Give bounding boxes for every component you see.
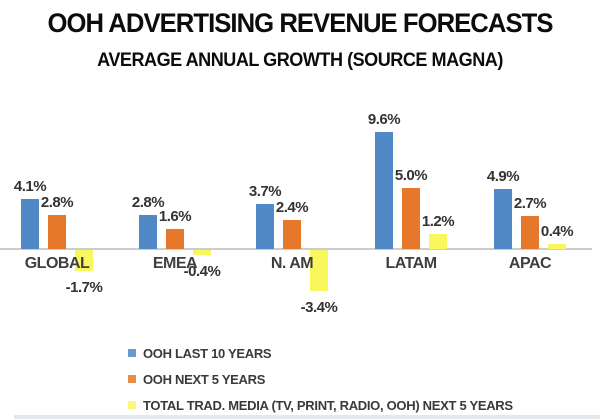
chart-subtitle: AVERAGE ANNUAL GROWTH (SOURCE MAGNA): [97, 50, 503, 71]
value-label-emea-ooh-next-5-years: 1.6%: [158, 208, 192, 225]
legend-item-ooh-next-5-years: OOH NEXT 5 YEARS: [128, 371, 513, 387]
legend-item-ooh-last-10-years: OOH LAST 10 YEARS: [128, 345, 513, 361]
value-label-n-am-ooh-next-5-years: 2.4%: [275, 199, 309, 216]
bar-latam-ooh-next-5-years: [402, 188, 420, 249]
bar-global-ooh-last-10-years: [21, 199, 39, 249]
bar-apac-ooh-last-10-years: [494, 189, 512, 249]
bar-global-total-trad-media-tv-print-radio-ooh-next-5-years: [75, 250, 93, 271]
value-label-global-ooh-last-10-years: 4.1%: [13, 178, 47, 195]
value-label-latam-ooh-last-10-years: 9.6%: [367, 111, 401, 128]
value-label-emea-ooh-last-10-years: 2.8%: [131, 194, 165, 211]
value-label-latam-ooh-next-5-years: 5.0%: [394, 167, 428, 184]
bar-latam-ooh-last-10-years: [375, 132, 393, 249]
value-label-global-total-trad-media-tv-print-radio-ooh-next-5-years: -1.7%: [65, 279, 103, 296]
legend-item-total-trad-media-tv-print-radio-ooh-next-5-years: TOTAL TRAD. MEDIA (TV, PRINT, RADIO, OOH…: [128, 397, 513, 413]
x-axis-line: [0, 248, 592, 250]
bar-latam-total-trad-media-tv-print-radio-ooh-next-5-years: [429, 234, 447, 249]
value-label-emea-total-trad-media-tv-print-radio-ooh-next-5-years: -0.4%: [183, 263, 221, 280]
bar-apac-ooh-next-5-years: [521, 216, 539, 249]
value-label-apac-total-trad-media-tv-print-radio-ooh-next-5-years: 0.4%: [540, 223, 574, 240]
footer-strip: [14, 415, 600, 419]
bar-global-ooh-next-5-years: [48, 215, 66, 249]
legend-swatch-orange: [128, 375, 136, 383]
category-label-apac: APAC: [508, 255, 552, 272]
category-label-n-am: N. AM: [270, 255, 314, 272]
bar-n-am-ooh-last-10-years: [256, 204, 274, 249]
category-label-emea: EMEA: [152, 255, 198, 272]
legend-swatch-blue: [128, 349, 136, 357]
chart-title: OOH ADVERTISING REVENUE FORECASTS: [47, 8, 554, 38]
legend-swatch-yellow: [128, 401, 136, 409]
bar-n-am-total-trad-media-tv-print-radio-ooh-next-5-years: [310, 250, 328, 291]
value-label-n-am-total-trad-media-tv-print-radio-ooh-next-5-years: -3.4%: [300, 299, 338, 316]
value-label-apac-ooh-next-5-years: 2.7%: [513, 195, 547, 212]
value-label-n-am-ooh-last-10-years: 3.7%: [248, 183, 282, 200]
bar-emea-total-trad-media-tv-print-radio-ooh-next-5-years: [193, 250, 211, 255]
category-label-global: GLOBAL: [24, 255, 90, 272]
bar-emea-ooh-next-5-years: [166, 229, 184, 249]
category-label-latam: LATAM: [385, 255, 437, 272]
value-label-latam-total-trad-media-tv-print-radio-ooh-next-5-years: 1.2%: [421, 213, 455, 230]
legend-label: OOH LAST 10 YEARS: [143, 345, 272, 361]
legend-label: TOTAL TRAD. MEDIA (TV, PRINT, RADIO, OOH…: [143, 397, 513, 413]
bar-n-am-ooh-next-5-years: [283, 220, 301, 249]
legend-label: OOH NEXT 5 YEARS: [143, 371, 266, 387]
value-label-apac-ooh-last-10-years: 4.9%: [486, 168, 520, 185]
value-label-global-ooh-next-5-years: 2.8%: [40, 194, 74, 211]
bar-apac-total-trad-media-tv-print-radio-ooh-next-5-years: [548, 244, 566, 249]
legend: OOH LAST 10 YEARS OOH NEXT 5 YEARS TOTAL T…: [128, 345, 513, 419]
bar-emea-ooh-last-10-years: [139, 215, 157, 249]
